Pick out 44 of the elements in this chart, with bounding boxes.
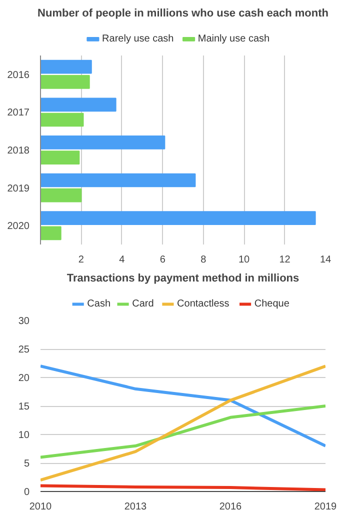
x-tick-label: 2	[78, 254, 84, 266]
y-tick-label: 20	[18, 373, 30, 384]
legend-label: Cash	[87, 298, 111, 310]
x-tick-label: 2016	[219, 502, 242, 512]
x-tick-label: 10	[238, 254, 250, 266]
legend-label: Mainly use cash	[198, 34, 270, 45]
legend-label: Card	[132, 298, 154, 310]
bar	[40, 211, 316, 225]
x-tick-label: 2019	[314, 502, 338, 512]
legend-label: Rarely use cash	[102, 34, 174, 45]
y-tick-label: 0	[24, 487, 30, 498]
line-series	[40, 364, 326, 448]
y-tick-label: 2018	[7, 146, 30, 156]
x-tick-label: 12	[279, 254, 291, 266]
x-tick-label: 6	[160, 254, 166, 266]
x-tick-label: 2013	[124, 502, 148, 512]
bar	[40, 98, 116, 112]
legend-label: Cheque	[254, 298, 290, 310]
y-tick-label: 2020	[7, 221, 30, 232]
x-tick-label: 4	[119, 254, 126, 266]
chart-title: Number of people in millions who use cash each month	[38, 8, 329, 20]
bar	[40, 150, 80, 164]
y-tick-label: 10	[18, 430, 30, 441]
y-tick-label: 15	[18, 402, 30, 412]
bar	[40, 188, 82, 202]
bar	[40, 226, 62, 240]
bar	[40, 173, 196, 188]
y-tick-label: 5	[24, 458, 30, 470]
y-tick-label: 2017	[7, 108, 30, 119]
x-tick-label: 8	[200, 254, 207, 266]
legend-label: Contactless	[177, 298, 230, 310]
y-tick-label: 2019	[7, 183, 30, 194]
y-tick-label: 2016	[7, 70, 30, 81]
y-tick-label: 25	[18, 344, 30, 356]
bar	[40, 75, 90, 89]
x-tick-label: 2010	[29, 502, 52, 512]
bar	[40, 112, 84, 127]
line-series	[40, 404, 326, 459]
line-series	[40, 364, 326, 482]
bar	[40, 60, 92, 74]
chart-title: Transactions by payment method in millions	[66, 272, 300, 284]
x-tick-label: 14	[320, 254, 332, 266]
y-tick-label: 30	[18, 316, 30, 327]
bar	[40, 136, 166, 150]
